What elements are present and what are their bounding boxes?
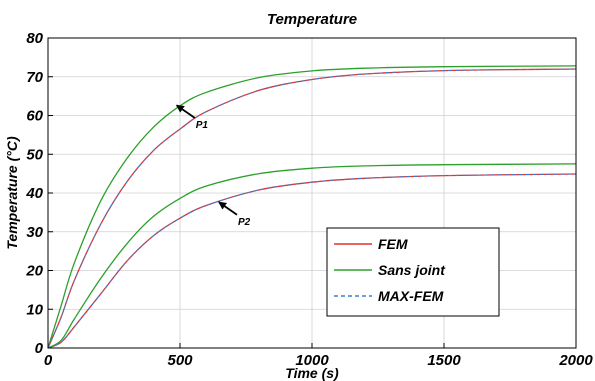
y-tick-label: 70 [26, 69, 43, 86]
series-line-sans-joint-p2 [47, 163, 577, 349]
legend-label-sans-joint: Sans joint [378, 262, 446, 278]
grid [48, 38, 576, 348]
legend-box [326, 227, 500, 317]
tick-labels: 0 500 1000 1500 2000 0 10 20 30 40 50 60 70 80 [25, 30, 593, 369]
x-tick-label: 2000 [558, 352, 593, 369]
y-axis-label: Temperature (°C) [4, 136, 20, 250]
x-tick-label: 500 [167, 352, 193, 369]
y-tick-label: 0 [35, 340, 44, 357]
annotation-label-2: P2 [238, 217, 251, 228]
chart-title: Temperature [267, 11, 357, 28]
annotations: P1 P2 [175, 104, 251, 228]
x-tick-label: 1500 [427, 352, 461, 369]
legend: FEM Sans joint MAX-FEM [326, 227, 500, 317]
series-line-sans-joint-p1 [47, 65, 577, 349]
x-tick-label: 0 [44, 352, 53, 369]
y-tick-label: 80 [26, 30, 43, 47]
y-tick-label: 60 [26, 108, 43, 125]
x-tick-label: 1000 [295, 352, 329, 369]
y-tick-label: 30 [26, 224, 43, 241]
y-tick-label: 50 [26, 146, 43, 163]
legend-label-fem: FEM [378, 236, 408, 252]
x-axis-label: Time (s) [285, 365, 339, 381]
y-tick-label: 20 [25, 263, 43, 280]
series-line-max-fem-p1 [47, 68, 577, 349]
annotation-arrow-1 [175, 104, 196, 119]
data-curves [47, 65, 577, 349]
y-tick-label: 10 [26, 301, 43, 318]
series-line-max-fem-p2 [47, 173, 577, 349]
legend-label-max-fem: MAX-FEM [378, 288, 444, 304]
annotation-label-1: P1 [196, 120, 209, 131]
annotation-arrow-2 [218, 201, 238, 216]
y-tick-label: 40 [25, 185, 43, 202]
